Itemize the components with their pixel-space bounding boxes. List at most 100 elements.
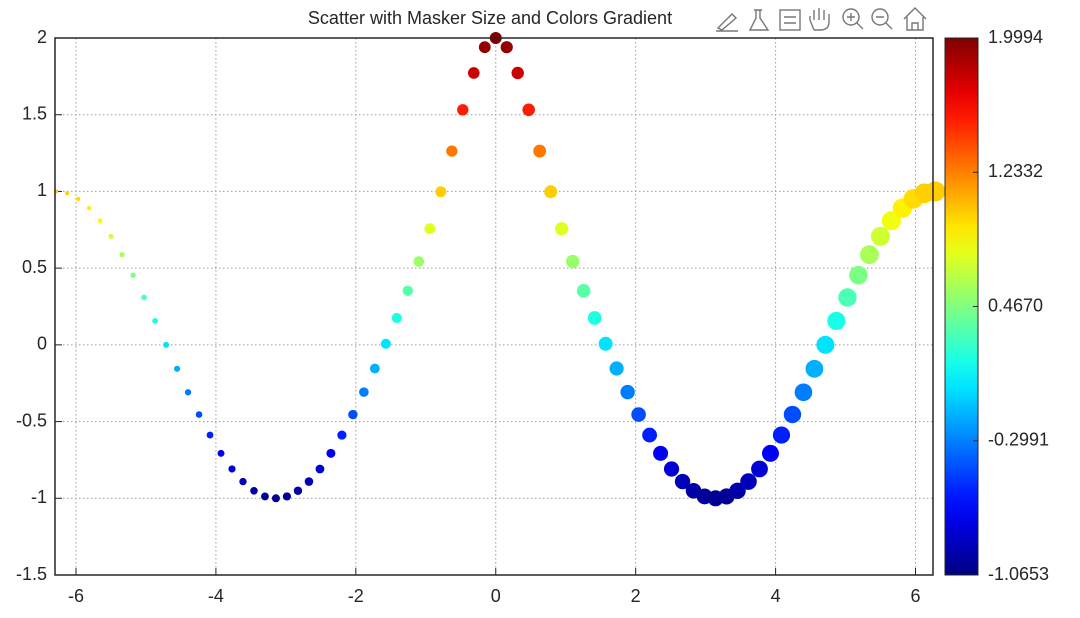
tool-datatip[interactable]	[779, 9, 801, 31]
scatter-point	[555, 222, 569, 236]
scatter-point	[239, 477, 247, 486]
scatter-point	[304, 477, 314, 486]
scatter-point	[620, 384, 635, 400]
scatter-point	[598, 336, 613, 351]
scatter-point	[609, 361, 624, 376]
scatter-point	[794, 383, 813, 402]
scatter-point	[925, 181, 946, 202]
x-tick-label: -6	[68, 586, 84, 606]
scatter-point	[65, 191, 70, 196]
y-tick-label: 2	[37, 27, 47, 47]
tool-home[interactable]	[903, 7, 927, 31]
tool-zoom-in[interactable]	[842, 8, 864, 30]
scatter-point	[805, 359, 824, 378]
scatter-point	[359, 387, 369, 397]
scatter-point	[729, 482, 746, 499]
scatter-point	[217, 449, 225, 457]
scatter-point	[119, 252, 125, 258]
scatter-point	[108, 233, 114, 239]
tool-brush[interactable]	[748, 9, 770, 31]
x-tick-label: -4	[208, 586, 224, 606]
scatter-point	[315, 464, 325, 474]
scatter-point	[250, 486, 258, 495]
scatter-point	[783, 405, 802, 424]
tool-pan[interactable]	[809, 8, 830, 31]
x-tick-label: 6	[911, 586, 921, 606]
axes-box	[54, 37, 934, 576]
scatter-point	[653, 445, 669, 461]
scatter-point	[663, 461, 680, 477]
colorbar-label: -1.0653	[988, 564, 1049, 584]
colorbar-label: 1.2332	[988, 161, 1043, 181]
scatter-point	[522, 103, 536, 117]
scatter-point	[467, 67, 480, 79]
scatter-point	[86, 205, 92, 211]
scatter-point	[391, 312, 402, 324]
scatter-point	[195, 411, 203, 418]
scatter-point	[478, 41, 491, 54]
scatter-point	[511, 66, 524, 80]
scatter-point	[348, 409, 358, 420]
y-tick-label: -1	[31, 487, 47, 507]
scatter-point	[293, 486, 303, 495]
scatter-point	[761, 444, 779, 462]
scatter-point	[751, 460, 768, 478]
y-tick-label: 0	[37, 334, 47, 354]
scatter-point	[576, 284, 591, 298]
scatter-point	[533, 144, 547, 158]
scatter-point	[184, 389, 192, 396]
colorbar-label: 1.9994	[988, 27, 1043, 47]
scatter-point	[163, 341, 170, 348]
y-tick-label: 1	[37, 180, 47, 200]
scatter-point	[881, 211, 901, 231]
scatter-point	[152, 318, 159, 324]
scatter-point	[838, 288, 857, 307]
scatter-point	[544, 185, 558, 199]
scatter-point	[674, 473, 691, 490]
toolbar-bg	[712, 2, 930, 34]
scatter-point	[457, 104, 469, 116]
y-tick-label: -0.5	[16, 410, 47, 430]
scatter-point	[642, 427, 657, 443]
colorbar	[944, 37, 979, 576]
scatter-point	[326, 448, 336, 458]
scatter-point	[870, 226, 890, 246]
scatter-point	[369, 363, 380, 374]
scatter-point	[500, 41, 513, 54]
scatter-point	[173, 365, 181, 372]
scatter-point	[446, 145, 458, 157]
scatter-point	[141, 294, 147, 301]
x-tick-label: 2	[631, 586, 641, 606]
x-tick-label: -2	[348, 586, 364, 606]
colorbar-label: 0.4670	[988, 295, 1043, 315]
scatter-point	[228, 465, 236, 473]
y-tick-label: -1.5	[16, 564, 47, 584]
x-tick-label: 4	[771, 586, 781, 606]
toolbar	[712, 2, 930, 34]
scatter-point	[75, 196, 81, 202]
scatter-point	[435, 186, 447, 198]
scatter-point	[206, 431, 214, 439]
scatter-point	[566, 254, 580, 269]
scatter-point	[587, 311, 602, 325]
scatter-point	[631, 407, 646, 422]
scatter-point	[860, 245, 879, 265]
scatter-point	[413, 256, 425, 267]
scatter-point	[97, 218, 103, 224]
scatter-point	[380, 338, 391, 349]
scatter-point	[282, 492, 292, 501]
scatter-point	[337, 430, 347, 440]
x-tick-label: 0	[491, 586, 501, 606]
plot-area	[55, 38, 933, 575]
scatter-point	[827, 311, 846, 331]
scatter-point	[271, 494, 280, 503]
tool-edit[interactable]	[716, 13, 738, 32]
chart-title: Scatter with Masker Size and Colors Grad…	[308, 8, 672, 28]
scatter-point	[816, 335, 835, 354]
y-tick-label: 0.5	[22, 257, 47, 277]
scatter-point	[130, 272, 136, 278]
scatter-point	[402, 285, 414, 297]
tool-zoom-out[interactable]	[871, 8, 893, 30]
scatter-point	[849, 265, 868, 285]
